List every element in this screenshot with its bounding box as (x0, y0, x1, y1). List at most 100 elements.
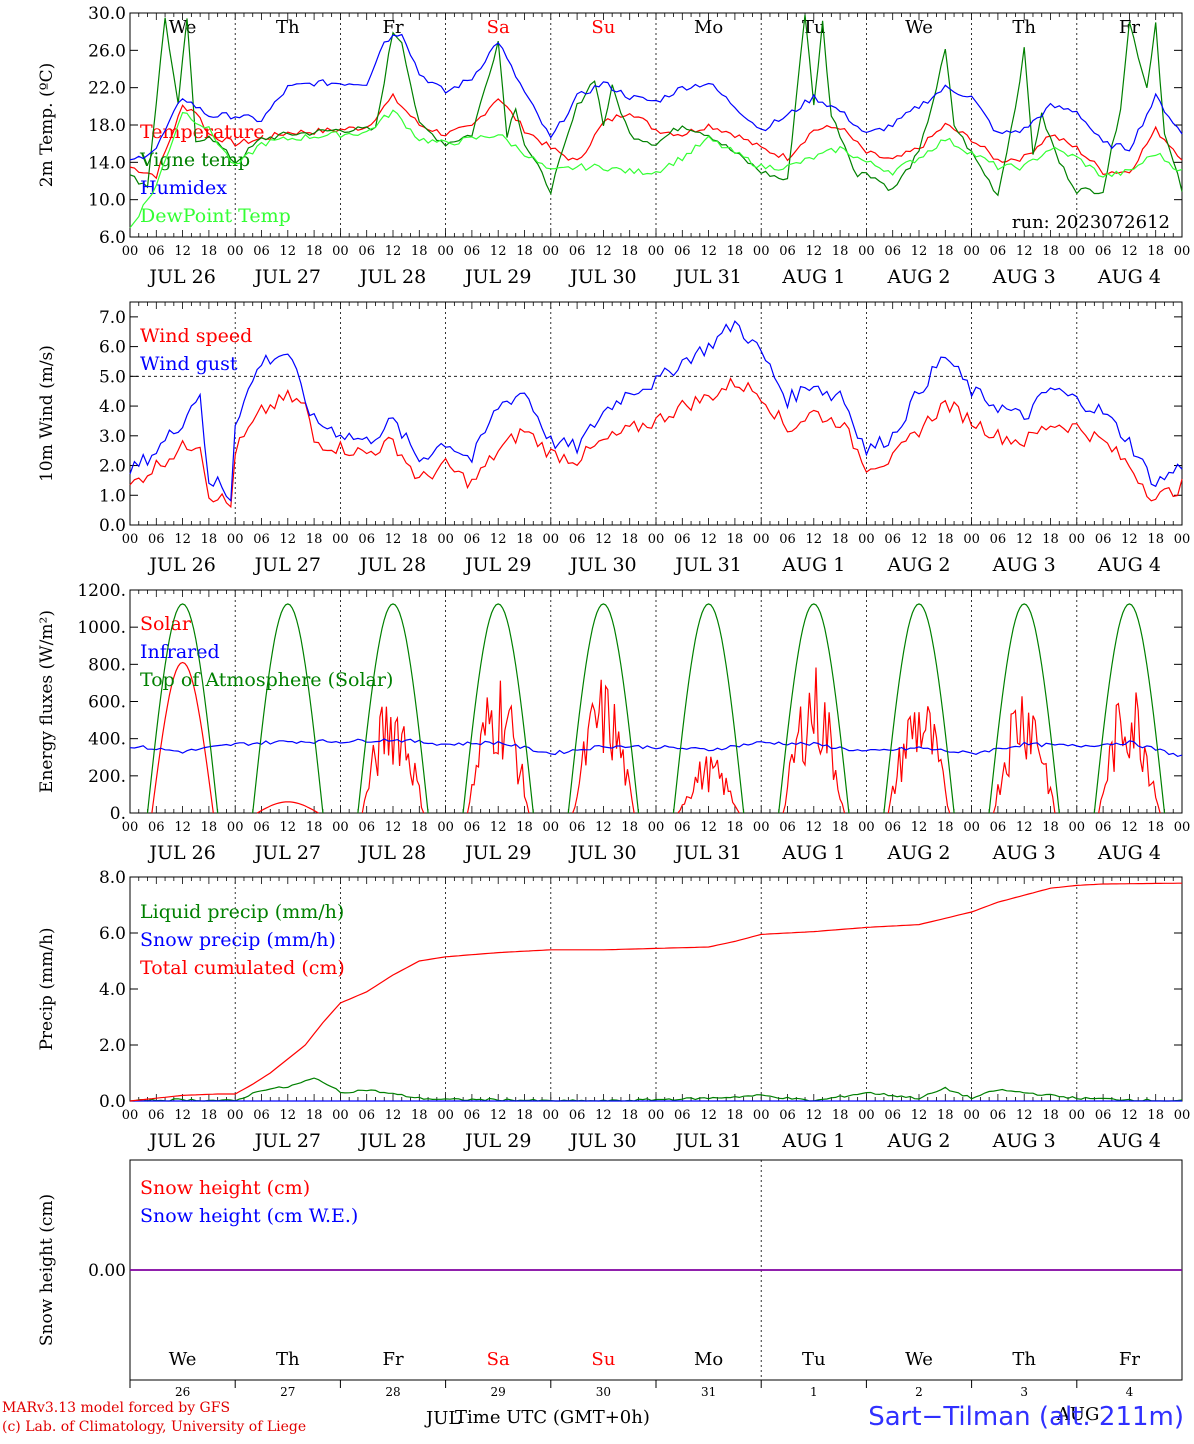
wind-ytick-label: 1.0 (99, 486, 126, 506)
precip-hour-label: 18 (832, 1108, 849, 1123)
wind-hour-label: 18 (516, 532, 533, 547)
energy-ytick-label: 200. (88, 767, 126, 787)
temperature-weekday-label: Fr (382, 17, 403, 38)
snow-weekday-label: Fr (382, 1349, 403, 1370)
snow-legend-1: Snow height (cm W.E.) (140, 1205, 358, 1227)
precip-hour-label: 12 (806, 1108, 823, 1123)
precip-hour-label: 12 (490, 1108, 507, 1123)
precip-hour-label: 18 (516, 1108, 533, 1123)
credit-model: MARv3.13 model forced by GFS (2, 1400, 231, 1416)
temperature-weekday-label: Mo (694, 17, 723, 38)
wind-hour-label: 06 (569, 532, 586, 547)
precip-hour-label: 00 (122, 1108, 139, 1123)
temperature-date-label: AUG 2 (886, 266, 950, 288)
energy-series-2 (146, 603, 1166, 814)
temperature-date-label: JUL 30 (568, 266, 636, 288)
energy-hour-label: 06 (464, 820, 481, 835)
energy-hour-label: 00 (437, 820, 454, 835)
precip-hour-label: 06 (148, 1108, 165, 1123)
energy-ytick-label: 0. (110, 804, 126, 824)
wind-date-label: JUL 26 (147, 554, 215, 576)
energy-hour-label: 00 (122, 820, 139, 835)
energy-date-label: AUG 2 (886, 842, 950, 864)
energy-hour-label: 18 (306, 820, 323, 835)
temperature-hour-label: 18 (937, 244, 954, 259)
temperature-weekday-label: We (905, 17, 933, 38)
snow-legend-0: Snow height (cm) (140, 1177, 310, 1199)
temperature-legend-0: Temperature (140, 121, 264, 143)
energy-date-label: JUL 31 (673, 842, 741, 864)
precip-hour-label: 18 (1042, 1108, 1059, 1123)
energy-legend-1: Infrared (140, 641, 220, 663)
energy-hour-label: 18 (727, 820, 744, 835)
wind-hour-label: 12 (385, 532, 402, 547)
wind-ytick-label: 6.0 (99, 338, 126, 358)
energy-hour-label: 12 (806, 820, 823, 835)
wind-hour-label: 18 (1042, 532, 1059, 547)
precip-legend-1: Snow precip (mm/h) (140, 929, 336, 951)
wind-hour-label: 12 (595, 532, 612, 547)
temperature-hour-label: 12 (700, 244, 717, 259)
precip-hour-label: 18 (411, 1108, 428, 1123)
wind-date-label: JUL 28 (358, 554, 426, 576)
precip-hour-label: 18 (937, 1108, 954, 1123)
energy-hour-label: 00 (753, 820, 770, 835)
wind-date-label: JUL 27 (253, 554, 321, 576)
precip-date-label: JUL 30 (568, 1130, 636, 1152)
temperature-hour-label: 12 (1016, 244, 1033, 259)
temperature-date-label: JUL 27 (253, 266, 321, 288)
temperature-hour-label: 00 (753, 244, 770, 259)
wind-hour-label: 18 (621, 532, 638, 547)
precip-hour-label: 12 (385, 1108, 402, 1123)
wind-hour-label: 06 (1095, 532, 1112, 547)
energy-hour-label: 18 (516, 820, 533, 835)
precip-hour-label: 06 (674, 1108, 691, 1123)
wind-date-label: AUG 3 (992, 554, 1056, 576)
temperature-hour-label: 00 (858, 244, 875, 259)
energy-ytick-label: 1200. (77, 581, 126, 601)
precip-hour-label: 00 (1069, 1108, 1086, 1123)
temperature-date-label: AUG 4 (1097, 266, 1161, 288)
wind-hour-label: 06 (779, 532, 796, 547)
wind-date-label: JUL 30 (568, 554, 636, 576)
precip-hour-label: 00 (858, 1108, 875, 1123)
energy-hour-label: 12 (280, 820, 297, 835)
temperature-hour-label: 06 (358, 244, 375, 259)
energy-ytick-label: 800. (88, 655, 126, 675)
wind-hour-label: 12 (1016, 532, 1033, 547)
wind-hour-label: 00 (227, 532, 244, 547)
temperature-hour-label: 00 (1069, 244, 1086, 259)
temperature-hour-label: 18 (1147, 244, 1164, 259)
temperature-hour-label: 12 (490, 244, 507, 259)
energy-ylabel: Energy fluxes (W/m²) (37, 610, 57, 793)
snow-weekday-label: Th (276, 1349, 300, 1370)
x-axis-title: Time UTC (GMT+0h) (455, 1407, 650, 1428)
energy-hour-label: 12 (595, 820, 612, 835)
temperature-weekday-label: Tu (802, 17, 826, 38)
temperature-series-3 (129, 109, 1183, 229)
precip-hour-label: 00 (1174, 1108, 1191, 1123)
temperature-weekday-label: We (169, 17, 197, 38)
temperature-ytick-label: 30.0 (88, 4, 126, 24)
temperature-hour-label: 00 (122, 244, 139, 259)
wind-legend-1: Wind gust (140, 353, 238, 375)
wind-hour-label: 12 (280, 532, 297, 547)
wind-ytick-label: 5.0 (99, 367, 126, 387)
precip-date-label: AUG 3 (992, 1130, 1056, 1152)
snow-day-number: 4 (1126, 1385, 1134, 1399)
temperature-ytick-label: 26.0 (88, 41, 126, 61)
energy-hour-label: 12 (1016, 820, 1033, 835)
energy-hour-label: 00 (332, 820, 349, 835)
precip-hour-label: 18 (621, 1108, 638, 1123)
snow-weekday-label: Th (1012, 1349, 1036, 1370)
temperature-ytick-label: 14.0 (88, 153, 126, 173)
precip-hour-label: 06 (358, 1108, 375, 1123)
snow-ytick-label: 0.00 (88, 1261, 126, 1281)
precip-hour-label: 12 (700, 1108, 717, 1123)
wind-series-1 (129, 320, 1183, 503)
precip-hour-label: 06 (253, 1108, 270, 1123)
wind-hour-label: 00 (648, 532, 665, 547)
precip-ytick-label: 2.0 (99, 1036, 126, 1056)
month-label-aug: AUG (1056, 1404, 1100, 1425)
precip-ytick-label: 0.0 (99, 1092, 126, 1112)
